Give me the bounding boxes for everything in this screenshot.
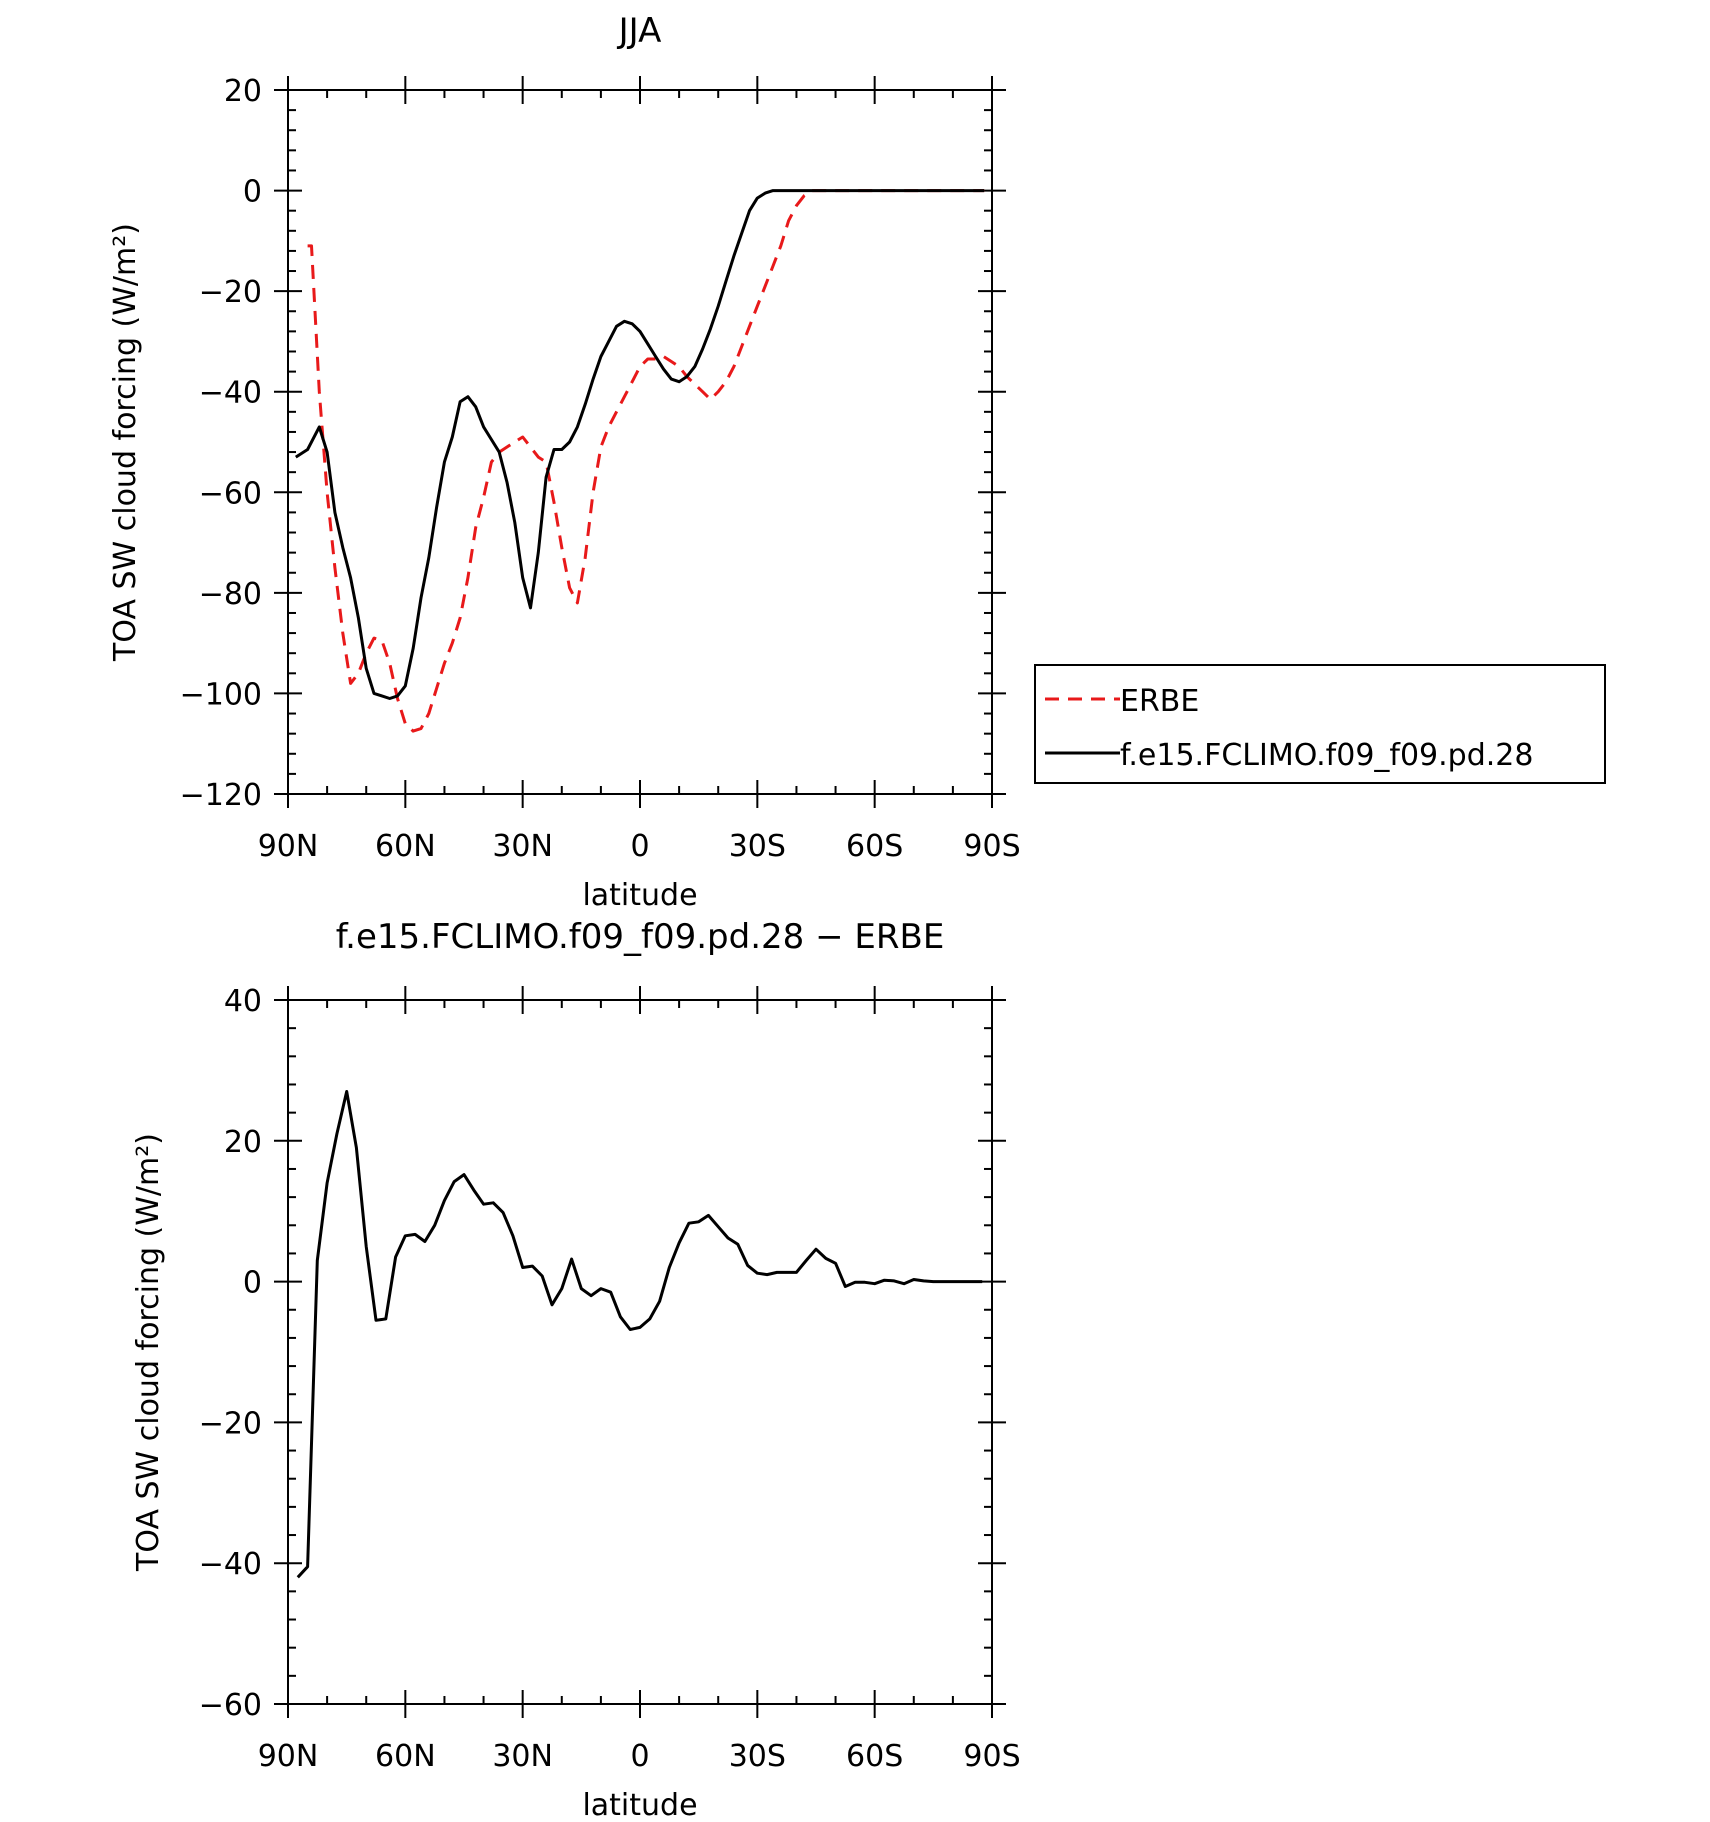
bottom-series-line-0 [296, 1090, 983, 1579]
top-y-tick-label: −60 [199, 476, 262, 511]
bottom-y-axis-label: TOA SW cloud forcing (W/m²) [131, 1133, 166, 1572]
top-y-tick-label: −20 [199, 275, 262, 310]
legend-box [1034, 664, 1606, 784]
bottom-x-tick-label: 90N [258, 1739, 319, 1774]
top-x-tick-label: 30S [729, 829, 786, 864]
bottom-x-tick-label: 90S [963, 1739, 1020, 1774]
top-x-axis-label: latitude [582, 878, 697, 913]
top-plot-frame [287, 89, 993, 795]
top-x-tick-label: 60S [846, 829, 903, 864]
bottom-title: f.e15.FCLIMO.f09_f09.pd.28 − ERBE [336, 917, 945, 957]
top-x-tick-label: 30N [492, 829, 553, 864]
bottom-series [296, 1090, 983, 1579]
legend-label-model: f.e15.FCLIMO.f09_f09.pd.28 [1120, 738, 1533, 773]
top-y-tick-label: −100 [180, 677, 262, 712]
bottom-y-tick-labels: 40 20 0 −20 −40 −60 [199, 984, 262, 1723]
top-y-axis-label: TOA SW cloud forcing (W/m²) [108, 223, 143, 662]
top-y-tick-label: −80 [199, 577, 262, 612]
top-series-line-1 [294, 189, 985, 700]
legend: ERBE f.e15.FCLIMO.f09_f09.pd.28 [1034, 664, 1606, 784]
bottom-plot-frame [287, 999, 993, 1705]
top-y-tick-label: −40 [199, 376, 262, 411]
bottom-ticks [274, 986, 1006, 1718]
top-panel: JJA 20 0 −20 −40 −60 −80 −100 −120 90N 60N 30N 0 30… [108, 11, 1606, 913]
top-title: JJA [617, 11, 662, 51]
bottom-panel: f.e15.FCLIMO.f09_f09.pd.28 − ERBE 40 20 0 −… [131, 917, 1021, 1822]
bottom-x-tick-label: 60N [375, 1739, 436, 1774]
bottom-y-tick-label: −60 [199, 1688, 262, 1723]
bottom-y-tick-label: −20 [199, 1406, 262, 1441]
top-y-tick-labels: 20 0 −20 −40 −60 −80 −100 −120 [180, 74, 262, 813]
top-y-tick-label: 0 [243, 175, 262, 210]
top-ticks [274, 76, 1006, 808]
bottom-y-tick-label: 40 [224, 984, 262, 1019]
top-y-tick-label: 20 [224, 74, 262, 109]
legend-label-erbe: ERBE [1120, 684, 1199, 719]
bottom-x-tick-labels: 90N 60N 30N 0 30S 60S 90S [258, 1739, 1021, 1774]
top-y-tick-label: −120 [180, 778, 262, 813]
bottom-x-tick-label: 30S [729, 1739, 786, 1774]
top-x-tick-label: 0 [630, 829, 649, 864]
bottom-y-tick-label: 0 [243, 1266, 262, 1301]
bottom-y-tick-label: −40 [199, 1547, 262, 1582]
top-x-tick-label: 90S [963, 829, 1020, 864]
bottom-x-tick-label: 30N [492, 1739, 553, 1774]
top-x-tick-labels: 90N 60N 30N 0 30S 60S 90S [258, 829, 1021, 864]
bottom-x-axis-label: latitude [582, 1788, 697, 1822]
bottom-x-tick-label: 60S [846, 1739, 903, 1774]
bottom-y-tick-label: 20 [224, 1125, 262, 1160]
bottom-x-tick-label: 0 [630, 1739, 649, 1774]
top-series [294, 189, 985, 733]
top-x-tick-label: 60N [375, 829, 436, 864]
top-x-tick-label: 90N [258, 829, 319, 864]
top-series-line-0 [307, 189, 985, 733]
